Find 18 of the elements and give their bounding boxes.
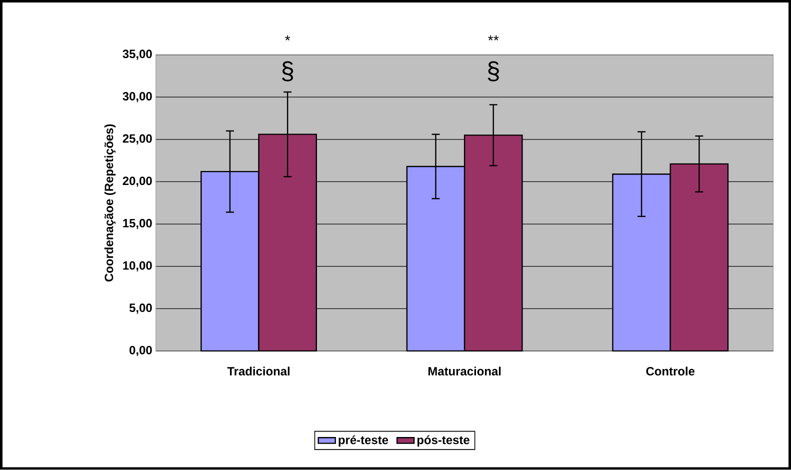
legend-label: pós-teste — [417, 435, 470, 447]
y-tick-label: 35,00 — [122, 50, 152, 60]
y-tick-label: 15,00 — [123, 219, 152, 230]
y-axis-title: Coordenaçãoe (Repetições) — [104, 124, 116, 282]
y-tick-label: 25,00 — [122, 134, 152, 145]
text: * — [285, 36, 290, 41]
annotation: § — [488, 61, 499, 82]
annotation: § — [282, 61, 294, 82]
y-tick-label: 0,00 — [130, 346, 152, 356]
x-tick-label: Controle — [646, 366, 695, 376]
text: ** — [488, 36, 499, 41]
x-tick-label: Tradicional — [227, 366, 290, 376]
y-tick-label: 10,00 — [123, 261, 152, 272]
y-tick-label: 20,00 — [122, 176, 152, 187]
y-tick-label: 30,00 — [122, 92, 152, 102]
legend-label: pré-teste — [338, 435, 388, 447]
y-tick-label: 5,00 — [129, 304, 152, 314]
x-tick-label: Maturacional — [428, 366, 501, 376]
